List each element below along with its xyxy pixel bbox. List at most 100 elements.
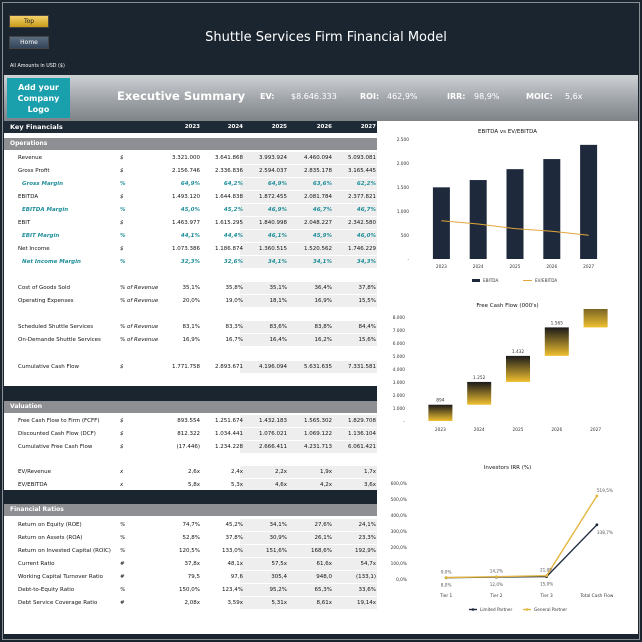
roi-value: 462,9% xyxy=(387,92,418,101)
row-cell: 2.342.580 xyxy=(348,220,376,226)
free-cash-flow-chart: 8.000 7.000 6.000 5.000 4.000 3.000 2.000 1.000… xyxy=(393,309,608,433)
row-cell: 3,6x xyxy=(363,482,376,488)
row-shade xyxy=(240,334,377,346)
row-cell: 35,1% xyxy=(182,285,200,291)
moic-value: 5,6x xyxy=(565,92,583,101)
row-label: Cumulative Cash Flow xyxy=(18,364,80,370)
row-label: Debt-to-Equity Ratio xyxy=(18,587,75,593)
table-row: Scheduled Shuttle Services % of Revenue 83… xyxy=(4,321,377,333)
year-header: 2024 xyxy=(227,124,243,130)
x-tick-label: 2027 xyxy=(590,427,601,433)
row-cell: 48,1x xyxy=(227,561,243,567)
year-header: 2027 xyxy=(360,124,376,130)
row-cell: 45,2% xyxy=(223,207,243,213)
row-cell: 16,7% xyxy=(225,337,243,343)
row-cell: 44,4% xyxy=(223,233,243,239)
row-cell: 5.631.635 xyxy=(304,364,332,370)
table-row: Discounted Cash Flow (DCF) $812.322 1.034.… xyxy=(4,428,377,440)
legend-swatch xyxy=(525,608,529,611)
table-row: Return on Assets (ROA)% 52,8% 37,8% 30,9% 26… xyxy=(4,532,377,544)
row-cell: 2,2x xyxy=(274,469,287,475)
moic-label: MOIC: xyxy=(526,92,553,101)
y-tick-label: - xyxy=(407,258,409,263)
row-unit: $ xyxy=(120,444,124,450)
row-cell: 123,4% xyxy=(222,587,243,593)
row-cell: 30,9% xyxy=(269,535,287,541)
row-label: Operating Expenses xyxy=(18,298,74,304)
row-cell: 34,3% xyxy=(356,259,376,265)
row-shade xyxy=(240,597,377,609)
charts-panel: EBITDA vs EV/EBITDA 2.500 2.000 1.500 1.000… xyxy=(377,121,638,634)
row-cell: 1.520.562 xyxy=(304,246,332,252)
row-label: EBIT xyxy=(18,220,31,226)
row-cell: 54,7x xyxy=(360,561,376,567)
y-tick-label: 600,0% xyxy=(391,481,407,487)
y-tick-label: 200,0% xyxy=(391,545,407,551)
row-shade xyxy=(240,152,377,164)
row-cell: 2,4x xyxy=(230,469,243,475)
row-cell: 65,3% xyxy=(314,587,332,593)
top-button[interactable]: Top xyxy=(9,15,49,28)
x-tick-label: 2025 xyxy=(510,264,521,270)
row-cell: (133,1) xyxy=(355,574,376,580)
y-tick-label: 2.500 xyxy=(397,137,410,143)
row-cell: 36,4% xyxy=(314,285,332,291)
y-tick-label: 1.000 xyxy=(397,209,410,215)
row-shade xyxy=(240,230,377,242)
row-label: Scheduled Shuttle Services xyxy=(18,324,94,330)
row-cell: 1.771.758 xyxy=(172,364,200,370)
row-cell: 35,1% xyxy=(269,285,287,291)
header-area: Top Home Shuttle Services Firm Financial… xyxy=(0,0,642,74)
row-cell: 79,5 xyxy=(187,574,200,580)
ebitda-chart-title: EBITDA vs EV/EBITDA xyxy=(478,129,537,135)
row-unit: $ xyxy=(120,364,124,370)
company-logo-placeholder[interactable]: Add your Company Logo xyxy=(7,78,70,118)
row-cell: 2.377.821 xyxy=(348,194,376,200)
data-label: 1.252 xyxy=(473,375,486,381)
row-cell: 19,14x xyxy=(356,600,376,606)
y-tick-label: 1.500 xyxy=(397,185,410,191)
year-header: 2023 xyxy=(184,124,200,130)
row-label: Gross Profit xyxy=(18,168,50,174)
row-shade xyxy=(240,479,377,491)
data-label: 1.565 xyxy=(551,320,564,326)
table-row: Return on Equity (ROE)% 74,7% 45,2% 34,1% 27… xyxy=(4,519,377,531)
row-label: Current Ratio xyxy=(18,561,55,567)
row-cell: 3.165.445 xyxy=(348,168,376,174)
home-button[interactable]: Home xyxy=(9,36,49,49)
section-divider xyxy=(4,490,377,504)
row-cell: 4.460.094 xyxy=(304,155,332,161)
fcf-bar xyxy=(506,355,530,382)
row-shade xyxy=(240,441,377,453)
x-tick-label: Tier 3 xyxy=(540,593,553,599)
ebitda-vs-ev-ebitda-chart: 2.500 2.000 1.500 1.000 500 - 2023 2024 2025 2026… xyxy=(397,137,598,283)
row-cell: 37,8x xyxy=(184,561,200,567)
ebitda-bar xyxy=(432,187,450,259)
data-label: 21,0% xyxy=(540,568,553,573)
x-tick-label: 2026 xyxy=(551,427,562,433)
irr-point xyxy=(545,574,549,578)
row-cell: 16,9% xyxy=(182,337,200,343)
row-label: Net Income Margin xyxy=(22,259,81,265)
row-shade xyxy=(240,204,377,216)
row-cell: 45,2% xyxy=(225,522,243,528)
row-cell: 1,9x xyxy=(319,469,332,475)
ebitda-bar xyxy=(580,144,598,259)
executive-summary-title: Executive Summary xyxy=(117,89,246,103)
y-tick-label: 400,0% xyxy=(391,513,407,519)
row-cell: 83,6% xyxy=(269,324,287,330)
row-label: EBITDA xyxy=(18,194,39,200)
row-unit: x xyxy=(120,482,124,488)
row-shade xyxy=(240,466,377,478)
table-row: On-Demande Shuttle Services % of Revenue 1… xyxy=(4,334,377,346)
free-cash-flow-chart-title: Free Cash Flow (000's) xyxy=(476,303,539,309)
row-cell: 1.829.708 xyxy=(348,418,376,424)
row-cell: 37,8% xyxy=(358,285,376,291)
row-cell: 4,2x xyxy=(319,482,332,488)
investors-irr-chart: 600,0% 500,0% 400,0% 300,0% 200,0% 100,0% 0,0%… xyxy=(391,481,614,612)
row-shade xyxy=(240,165,377,177)
row-cell: 4.196.094 xyxy=(259,364,287,370)
row-label: Net Income xyxy=(18,246,50,252)
row-label: Free Cash Flow to Firm (FCFF) xyxy=(18,418,100,424)
row-cell: 84,4% xyxy=(358,324,376,330)
